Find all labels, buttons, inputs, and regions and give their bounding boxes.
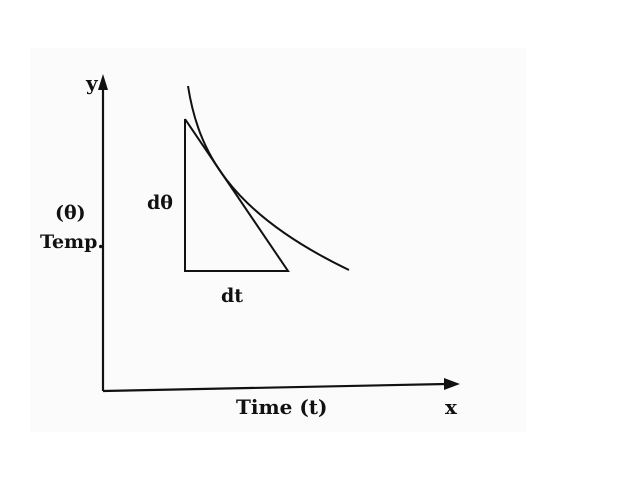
y-axis-title-text: Temp.	[40, 231, 104, 253]
x-axis-title: Time (t)	[236, 395, 328, 419]
d-theta-label: dθ	[147, 192, 173, 214]
y-axis-arrow	[98, 74, 108, 90]
x-axis-label: x	[445, 395, 458, 419]
dt-label: dt	[221, 285, 243, 307]
x-axis-line	[102, 382, 447, 393]
x-axis-arrow	[444, 378, 460, 390]
plot-background	[30, 48, 526, 432]
y-axis-label: y	[85, 71, 99, 95]
slope-triangle	[184, 118, 290, 272]
y-axis-title-symbol: (θ)	[55, 202, 86, 224]
